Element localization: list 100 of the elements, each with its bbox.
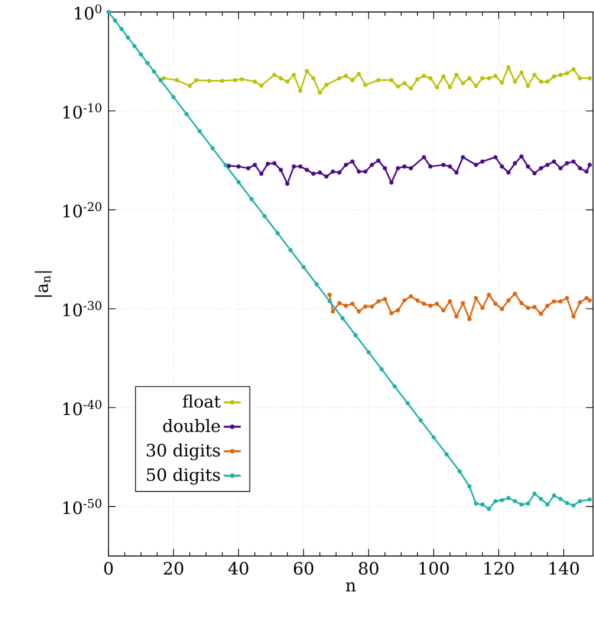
point [138,52,144,57]
x-axis-title: n [346,582,356,592]
point [500,164,504,169]
point [532,304,537,310]
point [571,67,576,72]
point [210,146,215,150]
point [298,88,302,93]
point [337,76,342,80]
point [454,72,459,77]
point [249,197,254,202]
point [236,164,241,169]
point [571,159,576,164]
point [354,333,358,338]
point [415,77,420,82]
point [174,78,179,82]
point [500,80,504,85]
point [474,162,478,167]
point [584,169,589,174]
point [207,78,212,83]
point [448,164,452,169]
point [532,492,537,496]
point [233,78,238,82]
point [171,94,176,100]
point [272,161,276,166]
point [376,299,380,304]
point [408,294,414,298]
point [240,77,244,82]
point [519,301,524,306]
x-tick-label: 60 [294,562,314,575]
point [506,170,511,175]
point [493,155,498,160]
point [292,164,296,169]
point [422,302,426,306]
point [493,74,498,78]
point [363,82,368,87]
point [545,502,550,507]
point [467,76,472,80]
point [304,168,309,172]
point [363,169,368,174]
point [558,72,563,77]
point [406,401,410,406]
point [480,502,485,507]
point [467,316,472,322]
point [552,299,556,304]
point [292,72,296,77]
point [356,169,361,174]
point [370,304,374,309]
x-tick-label: 40 [228,562,248,575]
point [526,84,530,88]
point [194,78,198,82]
point [389,311,394,316]
point [571,314,576,318]
point [558,299,563,304]
y-tick-label: 10$^{-40}$ [63,400,102,416]
point [288,248,293,252]
point [538,80,544,84]
point [415,298,420,303]
point [428,304,433,308]
point [324,174,328,179]
x-tick-label: 80 [358,562,378,575]
point [564,296,570,300]
point [486,506,492,511]
point [545,80,550,84]
point [344,304,348,308]
point [532,171,537,176]
point [112,18,118,23]
point [578,499,582,504]
point [467,484,472,488]
point [526,164,530,169]
point [246,166,250,170]
point [328,299,332,304]
y-tick-label: 10$^{0}$ [75,4,102,20]
x-tick-label: 100 [420,562,449,575]
point [330,169,335,174]
point [252,80,257,84]
point [285,80,290,84]
point [480,76,485,80]
point [493,499,498,504]
point [493,302,498,306]
point [236,180,241,184]
point [519,70,524,75]
point [272,72,276,77]
point [552,493,556,498]
point [532,72,537,77]
point [512,161,518,166]
point [422,74,426,78]
point [318,170,322,175]
point [356,309,361,314]
point [162,76,166,80]
point [526,306,530,310]
point [119,26,124,32]
point [106,10,111,14]
point [152,69,156,74]
point [350,159,354,164]
point [519,154,524,159]
legend-label: float [182,394,221,408]
point [486,292,492,297]
point [500,498,504,502]
point [545,304,550,308]
point [389,78,394,82]
